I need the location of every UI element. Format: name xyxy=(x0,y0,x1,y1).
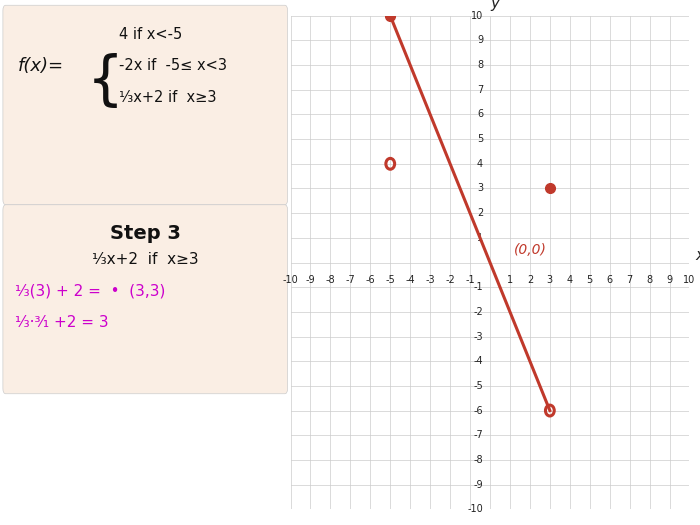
Text: -8: -8 xyxy=(326,275,335,285)
Text: 2: 2 xyxy=(527,275,533,285)
Text: y: y xyxy=(491,0,500,11)
Text: -5: -5 xyxy=(386,275,395,285)
Text: -2: -2 xyxy=(445,275,455,285)
Text: 2: 2 xyxy=(477,208,483,218)
FancyBboxPatch shape xyxy=(3,205,288,394)
Text: 10: 10 xyxy=(471,10,483,21)
Text: x: x xyxy=(695,248,700,262)
Text: -1: -1 xyxy=(466,275,475,285)
Text: -7: -7 xyxy=(473,430,483,440)
Text: 8: 8 xyxy=(647,275,652,285)
Text: 10: 10 xyxy=(683,275,696,285)
Text: -4: -4 xyxy=(405,275,415,285)
Text: 5: 5 xyxy=(587,275,593,285)
Text: 9: 9 xyxy=(666,275,673,285)
Text: 3: 3 xyxy=(547,275,553,285)
Text: 6: 6 xyxy=(477,109,483,120)
Text: Step 3: Step 3 xyxy=(110,224,181,243)
Text: -6: -6 xyxy=(365,275,375,285)
Text: -4: -4 xyxy=(473,356,483,366)
Text: -5: -5 xyxy=(473,381,483,391)
Text: 1: 1 xyxy=(477,233,483,243)
Text: -3: -3 xyxy=(426,275,435,285)
Text: -2: -2 xyxy=(473,307,483,317)
Text: -7: -7 xyxy=(346,275,355,285)
Text: (0,0): (0,0) xyxy=(514,243,547,257)
Text: 5: 5 xyxy=(477,134,483,144)
Text: {: { xyxy=(87,53,125,110)
Text: 8: 8 xyxy=(477,60,483,70)
Text: -6: -6 xyxy=(473,405,483,416)
Text: 7: 7 xyxy=(626,275,633,285)
Text: -9: -9 xyxy=(473,479,483,490)
Text: ¹⁄₃x+2  if  x≥3: ¹⁄₃x+2 if x≥3 xyxy=(92,253,199,267)
Text: 4 if x<-5: 4 if x<-5 xyxy=(119,27,183,41)
Text: 3: 3 xyxy=(477,183,483,194)
Text: ¹⁄₃x+2 if  x≥3: ¹⁄₃x+2 if x≥3 xyxy=(119,90,216,104)
Text: 7: 7 xyxy=(477,85,483,95)
Text: -3: -3 xyxy=(473,331,483,342)
Text: 9: 9 xyxy=(477,35,483,46)
Text: 4: 4 xyxy=(567,275,573,285)
Text: -9: -9 xyxy=(306,275,315,285)
Text: 6: 6 xyxy=(607,275,612,285)
FancyBboxPatch shape xyxy=(3,5,288,205)
Text: -8: -8 xyxy=(473,455,483,465)
Text: f(x)=: f(x)= xyxy=(18,57,64,75)
Text: -10: -10 xyxy=(468,504,483,514)
Text: -10: -10 xyxy=(283,275,298,285)
Text: ¹⁄₃(3) + 2 =  •  (3,3): ¹⁄₃(3) + 2 = • (3,3) xyxy=(15,284,165,299)
Text: 1: 1 xyxy=(507,275,513,285)
Text: -1: -1 xyxy=(473,282,483,292)
Text: 4: 4 xyxy=(477,159,483,169)
Text: ¹⁄₃·³⁄₁ +2 = 3: ¹⁄₃·³⁄₁ +2 = 3 xyxy=(15,316,108,330)
Text: -2x if  -5≤ x<3: -2x if -5≤ x<3 xyxy=(119,58,227,73)
